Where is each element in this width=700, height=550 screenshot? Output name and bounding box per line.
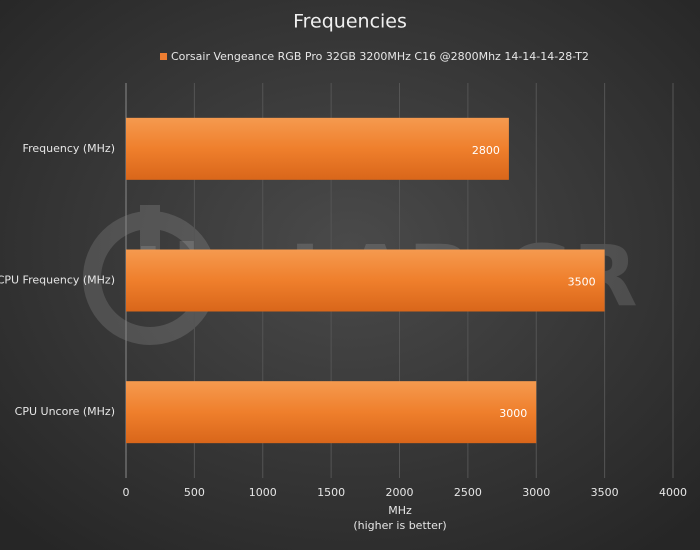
x-tick-label: 0 [123,486,130,499]
y-tick-label: CPU Frequency (MHz) [0,274,115,287]
x-tick-label: 1500 [317,486,345,499]
x-tick-label: 4000 [659,486,687,499]
x-axis-label: MHz [388,504,412,517]
x-tick-label: 2500 [454,486,482,499]
chart-title: Frequencies [293,11,407,33]
bar [126,249,605,312]
y-tick-label: CPU Uncore (MHz) [15,405,115,418]
data-label: 3000 [499,407,527,420]
y-tick-label: Frequency (MHz) [23,142,115,155]
x-tick-label: 1000 [249,486,277,499]
x-tick-label: 3500 [591,486,619,499]
x-axis-note: (higher is better) [353,519,446,532]
x-tick-label: 500 [184,486,205,499]
bar [126,381,537,444]
bar [126,117,509,180]
data-label: 3500 [568,276,596,289]
legend-label: Corsair Vengeance RGB Pro 32GB 3200MHz C… [171,50,589,63]
x-tick-label: 2000 [386,486,414,499]
legend-swatch [160,53,167,60]
x-tick-label: 3000 [522,486,550,499]
data-label: 2800 [472,144,500,157]
